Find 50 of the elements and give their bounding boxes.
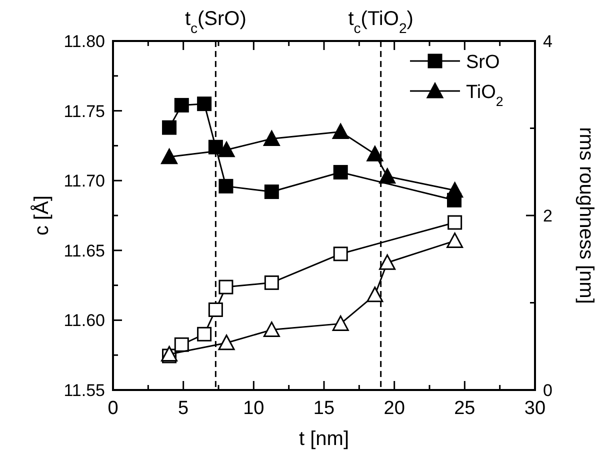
point	[174, 98, 189, 112]
point	[161, 346, 178, 362]
point	[366, 286, 384, 302]
point	[208, 302, 223, 317]
x-tick-label: 30	[524, 398, 546, 419]
y2-tick-label: 4	[543, 32, 552, 51]
point	[161, 148, 178, 164]
x-tick-label: 20	[384, 398, 405, 419]
point	[197, 326, 212, 342]
legend-label: TiO$_{2}$	[466, 82, 504, 108]
point	[162, 120, 177, 135]
x-tick-label: 25	[454, 398, 476, 419]
point	[448, 215, 462, 230]
point	[218, 178, 234, 194]
y2-tick-label: 2	[543, 206, 552, 226]
y-tick-label: 11.65	[64, 241, 105, 260]
point	[379, 168, 396, 184]
point	[333, 246, 348, 262]
point	[379, 254, 396, 270]
point	[263, 130, 280, 146]
point	[332, 315, 349, 331]
point	[446, 232, 464, 248]
y-tick-label: 11.75	[64, 102, 105, 121]
x-tick-label: 0	[108, 398, 118, 419]
y-axis-title: c [Å]	[30, 195, 53, 236]
y2-axis-title: rms roughness [nm]	[575, 127, 597, 304]
point	[333, 164, 348, 180]
x-tick-label: 5	[178, 398, 189, 419]
point	[174, 337, 189, 352]
point	[332, 123, 349, 139]
x-tick-label: 15	[313, 398, 335, 419]
point	[264, 184, 279, 200]
point	[446, 182, 464, 198]
point	[218, 142, 235, 158]
point	[218, 280, 234, 294]
y-tick-label: 11.80	[64, 32, 105, 51]
y2-tick-label: 0	[543, 381, 552, 400]
ref-line-label: t$_{c}$(TiO$_{2}$)	[348, 8, 414, 36]
y-tick-label: 11.60	[64, 311, 105, 330]
y-tick-label: 11.70	[64, 172, 105, 191]
point	[197, 96, 212, 112]
point	[263, 322, 280, 338]
x-axis-title: t [nm]	[298, 428, 350, 450]
legend-label: SrO	[466, 52, 500, 73]
y-tick-label: 11.55	[64, 381, 105, 400]
point	[264, 275, 279, 290]
point	[218, 334, 235, 350]
ref-line-label: t$_{c}$(SrO)	[184, 8, 246, 36]
point	[366, 146, 384, 162]
x-tick-label: 10	[243, 398, 264, 419]
